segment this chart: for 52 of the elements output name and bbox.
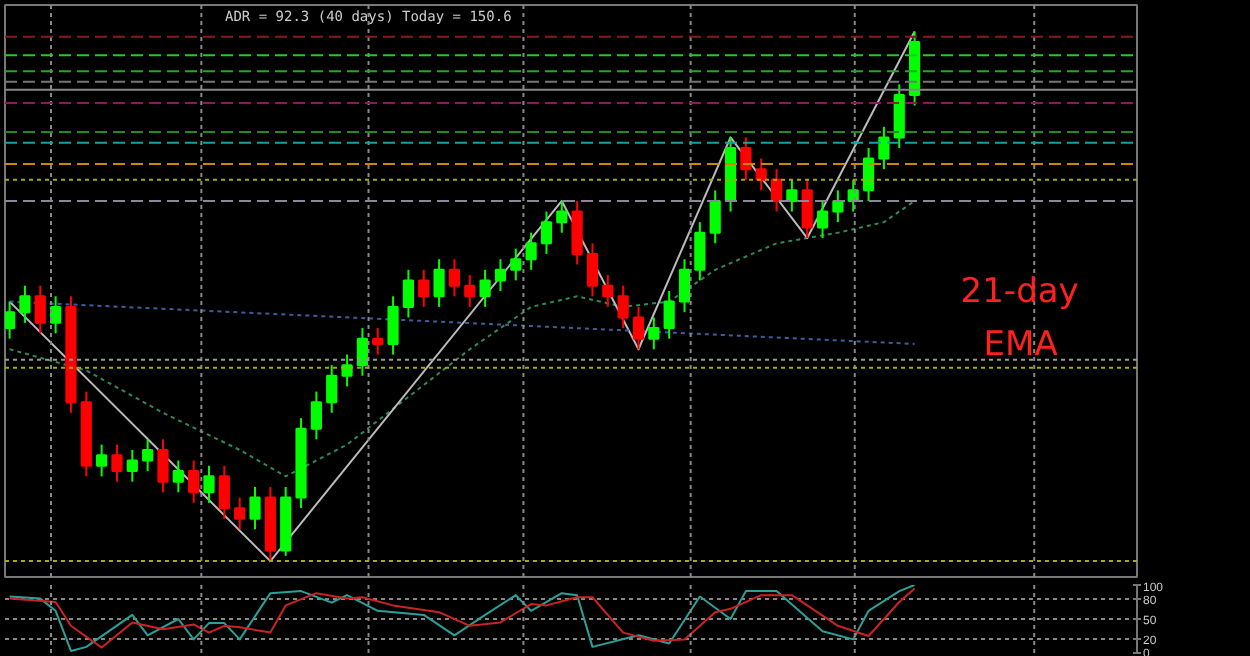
candlestick [571, 199, 583, 266]
candlestick [218, 464, 230, 520]
candlestick [632, 305, 645, 351]
candlestick [157, 438, 169, 494]
candlestick [96, 443, 108, 478]
candlestick [34, 284, 46, 335]
candlestick [786, 178, 798, 213]
candlestick [387, 295, 399, 356]
candlestick [5, 300, 16, 340]
candlestick [816, 199, 829, 240]
candlestick [341, 353, 353, 388]
candlestick [602, 274, 614, 308]
candlestick [172, 459, 184, 494]
candlestick [494, 258, 507, 292]
candlestick [464, 274, 476, 308]
candlestick [356, 327, 368, 377]
candlestick [694, 221, 706, 282]
candlestick [203, 464, 215, 504]
candlestick [418, 268, 430, 308]
candlestick [709, 189, 721, 245]
candlestick [234, 496, 246, 531]
candlestick [372, 327, 384, 356]
candlestick [648, 316, 660, 351]
candlestick [448, 258, 461, 298]
candlestick [740, 136, 752, 181]
candlestick [19, 284, 31, 324]
candlestick [310, 390, 322, 441]
candlestick [678, 258, 691, 314]
text: 21-day EMA [960, 272, 1079, 366]
candlestick [111, 443, 123, 483]
candlestick [801, 178, 813, 240]
candlestick [50, 295, 62, 335]
candlestick [479, 268, 491, 308]
candlestick [862, 147, 875, 202]
candlestick [249, 485, 261, 531]
candlestick [663, 290, 675, 340]
candlestick [525, 231, 537, 271]
candlestick [770, 168, 783, 213]
candlestick [402, 268, 415, 319]
candlestick [755, 157, 767, 192]
candlestick [433, 258, 445, 308]
candlestick [510, 247, 522, 282]
candlestick [586, 242, 599, 298]
candlestick [540, 210, 553, 255]
candlestick [617, 284, 629, 330]
candlestick [893, 83, 905, 149]
candlestick [142, 438, 154, 473]
candlestick [326, 364, 338, 414]
candlestick [556, 199, 568, 234]
candlestick [878, 125, 890, 171]
candlestick [126, 448, 138, 483]
candlestick [188, 459, 200, 504]
